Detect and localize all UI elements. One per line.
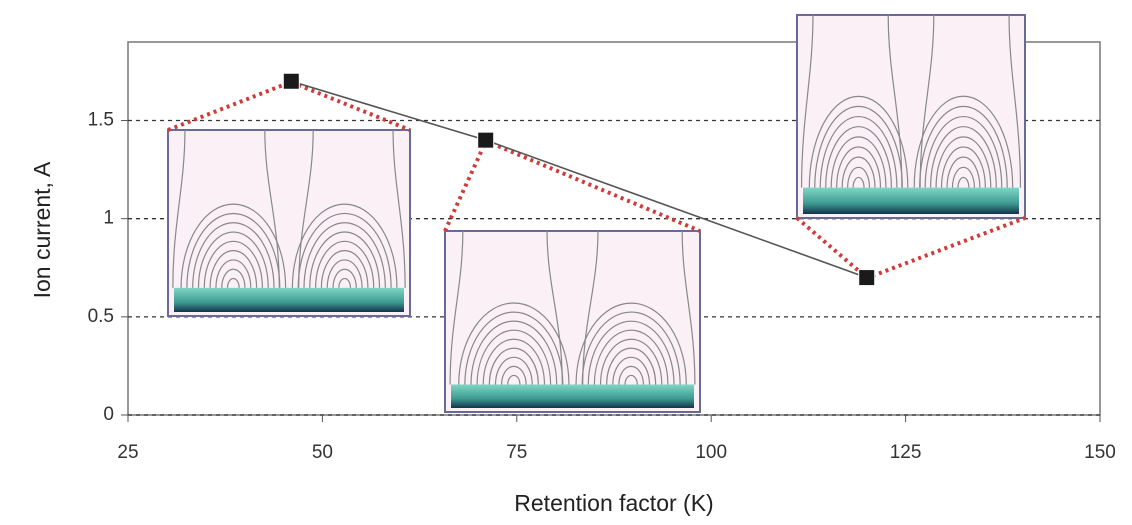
- x-tick-label: 125: [890, 442, 922, 463]
- x-tick-label: 50: [312, 442, 333, 463]
- field-line: [819, 115, 898, 188]
- field-line: [315, 240, 375, 288]
- insets: [167, 14, 1026, 413]
- inset-band: [174, 287, 404, 312]
- field-line: [320, 250, 369, 288]
- field-line: [830, 136, 887, 188]
- field-line: [338, 277, 352, 288]
- field-line: [458, 302, 570, 385]
- field-line: [507, 374, 521, 385]
- field-line: [264, 129, 280, 288]
- field-line: [836, 146, 882, 188]
- field-line: [326, 259, 363, 288]
- data-point: [282, 72, 300, 90]
- connector: [443, 138, 701, 233]
- field-line: [192, 222, 275, 288]
- field-line: [546, 230, 563, 385]
- field-line: [957, 176, 970, 188]
- inset-background: [796, 14, 1026, 219]
- field-line: [841, 156, 876, 188]
- x-tick-label: 25: [117, 442, 138, 463]
- field-line: [935, 136, 992, 188]
- inset-band: [451, 384, 694, 408]
- field-line: [298, 129, 314, 288]
- field-line: [800, 14, 814, 188]
- field-line: [332, 268, 357, 288]
- inset-image: [796, 14, 1026, 219]
- data-point: [477, 131, 495, 149]
- field-line: [1008, 14, 1022, 188]
- field-line: [501, 365, 527, 385]
- field-line: [919, 105, 1008, 188]
- y-tick-label: 0.5: [88, 306, 114, 327]
- field-line: [582, 230, 599, 385]
- field-line: [186, 212, 281, 288]
- field-line: [180, 203, 287, 288]
- field-line: [215, 259, 252, 288]
- field-line: [449, 230, 464, 385]
- inset-image: [167, 129, 411, 317]
- field-line: [297, 212, 392, 288]
- field-line: [606, 347, 657, 385]
- inset-background: [167, 129, 411, 317]
- x-tick-label: 100: [695, 442, 727, 463]
- field-line: [618, 365, 644, 385]
- field-line: [825, 126, 892, 188]
- field-line: [612, 356, 651, 385]
- field-line: [887, 14, 903, 188]
- field-line: [482, 338, 546, 385]
- field-line: [476, 329, 552, 385]
- x-tick-label: 75: [506, 442, 527, 463]
- y-tick-label: 1.5: [88, 110, 114, 131]
- field-line: [226, 277, 240, 288]
- plot-frame: [127, 41, 1101, 416]
- inset-band: [803, 187, 1019, 214]
- inset-image: [444, 230, 701, 413]
- field-line: [291, 203, 398, 288]
- y-tick-label: 0: [103, 404, 114, 425]
- field-line: [494, 356, 533, 385]
- field-line: [309, 231, 381, 288]
- field-line: [852, 176, 865, 188]
- field-line: [599, 338, 663, 385]
- field-line: [814, 105, 903, 188]
- field-line: [209, 250, 258, 288]
- marks: [282, 72, 876, 287]
- connector: [167, 79, 411, 132]
- field-line: [172, 129, 186, 288]
- field-line: [913, 95, 1014, 188]
- field-line: [581, 311, 681, 385]
- field-line: [392, 129, 406, 288]
- field-line: [930, 126, 997, 188]
- field-line: [197, 231, 269, 288]
- field-line: [946, 156, 981, 188]
- field-line: [587, 320, 675, 385]
- field-line: [681, 230, 696, 385]
- field-line: [488, 347, 539, 385]
- field-line: [470, 320, 558, 385]
- field-line: [808, 95, 909, 188]
- field-line: [203, 240, 263, 288]
- field-line: [847, 166, 871, 188]
- field-line: [464, 311, 564, 385]
- y-axis-title: Ion current, A: [29, 161, 55, 298]
- data-point: [858, 269, 876, 287]
- field-line: [593, 329, 669, 385]
- field-line: [575, 302, 687, 385]
- x-tick-label: 150: [1084, 442, 1116, 463]
- field-line: [951, 166, 975, 188]
- y-tick-label: 1: [103, 208, 114, 229]
- field-line: [221, 268, 246, 288]
- field-line: [624, 374, 638, 385]
- field-line: [303, 222, 386, 288]
- x-axis-title: Retention factor (K): [514, 490, 713, 516]
- connector: [795, 216, 1026, 281]
- field-line: [940, 146, 986, 188]
- field-line: [919, 14, 935, 188]
- inset-background: [444, 230, 701, 413]
